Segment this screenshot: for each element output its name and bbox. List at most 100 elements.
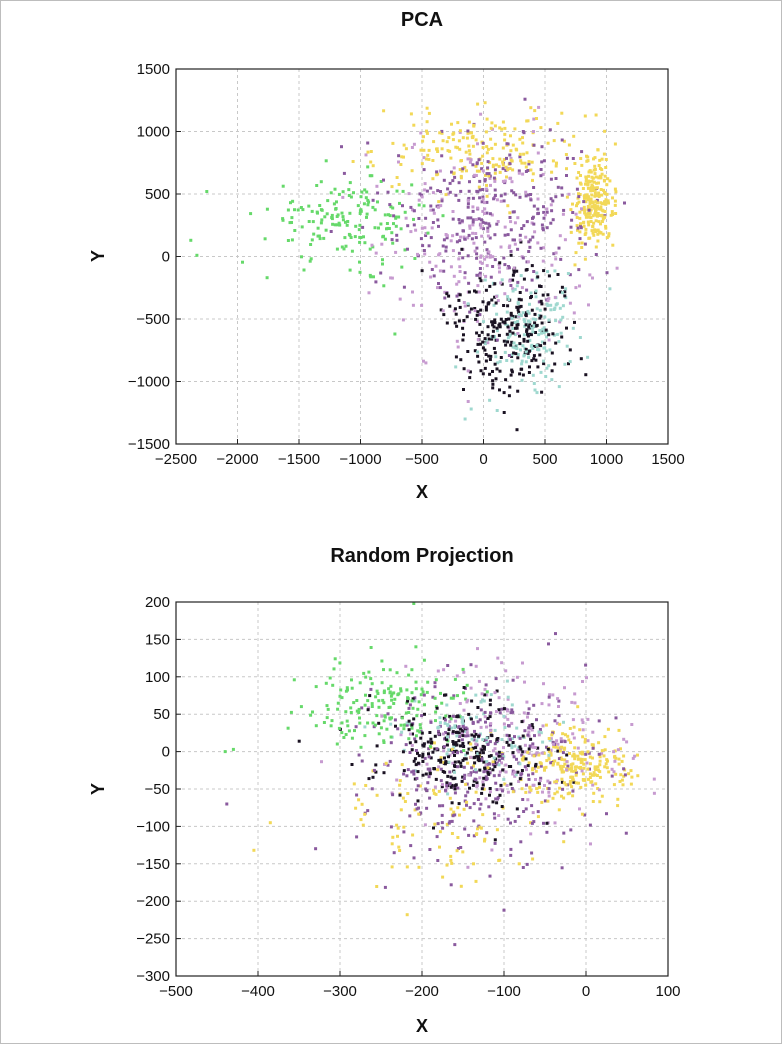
random-projection-point-purple [464,794,468,798]
pca-point-yellow [596,201,600,205]
random-projection-point-yellow [450,861,454,865]
pca-point-green [281,217,285,221]
pca-point-purple [570,218,574,222]
random-projection-point-yellow [535,787,539,791]
pca-point-purple [506,233,510,237]
random-projection-point-purple [561,751,565,755]
pca-point-teal [565,344,569,348]
pca-point-teal [537,333,541,337]
pca-point-lavender [419,131,423,135]
pca-point-yellow [531,172,535,176]
random-projection-point-yellow [405,913,409,917]
pca-point-purple [422,249,426,252]
pca-x-tick-label: 0 [479,451,487,468]
random-projection-point-lavender [537,733,541,737]
random-projection-point-purple [414,749,418,752]
pca-point-yellow [495,163,498,167]
pca-point-black [520,367,524,371]
pca-point-lavender [480,234,484,238]
pca-point-yellow [600,202,604,206]
pca-point-lavender [521,172,525,176]
pca-point-yellow [586,212,590,216]
random-projection-point-yellow [598,763,602,767]
random-projection-point-purple [476,720,480,724]
pca-point-yellow [391,141,395,145]
random-projection-point-yellow [384,761,388,765]
pca-y-tick-label: −500 [136,311,170,328]
random-projection-point-yellow [472,764,475,768]
pca-point-purple [504,168,508,172]
random-projection-point-yellow [418,784,422,788]
pca-point-yellow [597,193,601,197]
random-projection-x-tick-label: −500 [159,983,193,1000]
random-projection-point-teal [548,738,552,742]
random-projection-point-purple [448,820,452,824]
random-projection-point-black [497,708,501,712]
pca-point-green [341,215,345,219]
pca-point-yellow [410,169,414,173]
pca-point-black [524,314,528,318]
random-projection-point-lavender [630,723,634,726]
pca-point-yellow [485,151,489,155]
pca-point-purple [542,216,546,220]
pca-point-lavender [499,245,503,249]
pca-point-black [490,320,494,324]
random-projection-point-black [453,764,456,768]
random-projection-point-yellow [607,770,611,774]
random-projection-point-yellow [596,787,600,790]
pca-point-green [340,245,344,249]
pca-point-lavender [452,309,456,313]
pca-x-tick-label: −2500 [155,451,197,468]
random-projection-point-black [457,802,461,806]
pca-point-lavender [526,260,530,264]
random-projection-point-purple [456,765,460,769]
random-projection-point-purple [495,788,499,792]
random-projection-point-black [545,821,549,825]
random-projection-point-yellow [549,750,553,754]
pca-point-yellow [519,159,523,163]
pca-point-yellow [607,201,610,205]
pca-point-teal [534,289,538,293]
pca-point-yellow [422,135,425,139]
random-projection-point-purple [466,790,470,794]
pca-point-lavender [466,369,470,373]
random-projection-point-teal [438,716,442,720]
random-projection-point-black [480,791,484,795]
random-projection-point-green [379,726,383,730]
pca-point-teal [608,287,612,291]
pca-point-purple [522,224,526,228]
pca-point-yellow [593,188,597,192]
random-projection-point-black [531,726,535,729]
pca-point-yellow [586,220,590,224]
pca-point-lavender [483,212,486,215]
pca-point-black [466,350,470,353]
pca-point-lavender [441,309,445,313]
pca-point-black [484,308,488,312]
pca-point-teal [543,315,547,319]
pca-point-lavender [512,266,516,270]
random-projection-point-purple [484,683,488,687]
pca-point-yellow [607,234,611,238]
random-projection-point-yellow [534,769,538,773]
pca-point-purple [580,150,584,154]
random-projection-point-yellow [456,806,460,810]
pca-point-purple [366,141,370,145]
random-projection-point-green [419,726,423,730]
pca-point-green [357,228,361,232]
pca-point-yellow [608,179,612,183]
pca-point-yellow [503,126,507,130]
random-projection-point-purple [456,786,460,790]
random-projection-point-yellow [375,885,379,888]
random-projection-point-teal [453,724,457,728]
random-projection-point-yellow [398,849,402,852]
random-projection-point-yellow [618,780,622,783]
random-projection-point-purple [436,859,440,862]
random-projection-point-yellow [567,738,571,742]
pca-point-black [526,339,530,343]
pca-point-lavender [407,192,411,196]
pca-point-teal [555,302,559,306]
pca-point-black [454,355,458,359]
pca-point-green [286,208,290,212]
random-projection-y-tick-label: 150 [145,631,170,648]
random-projection-point-black [408,741,412,745]
